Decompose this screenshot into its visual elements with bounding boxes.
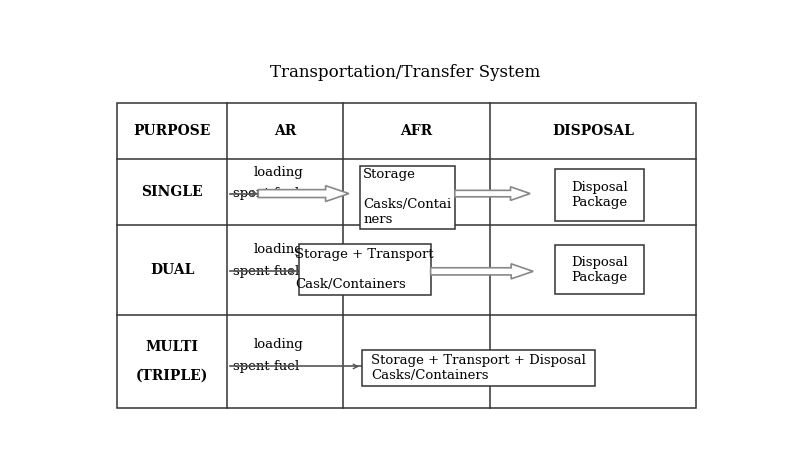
Text: (TRIPLE): (TRIPLE)	[136, 369, 209, 383]
Text: Storage + Transport

Cask/Containers: Storage + Transport Cask/Containers	[295, 248, 434, 291]
Bar	[362, 350, 595, 386]
Text: Disposal
Package: Disposal Package	[570, 255, 627, 283]
Text: AFR: AFR	[401, 124, 433, 138]
Polygon shape	[258, 185, 349, 201]
Text: spent fuel: spent fuel	[233, 360, 299, 373]
Text: Storage

Casks/Contai
ners: Storage Casks/Contai ners	[363, 168, 451, 226]
Polygon shape	[431, 264, 533, 279]
Text: SINGLE: SINGLE	[141, 185, 203, 199]
Text: AR: AR	[274, 124, 296, 138]
Text: Disposal
Package: Disposal Package	[570, 181, 627, 209]
Bar	[360, 166, 455, 228]
Bar	[299, 245, 431, 295]
Text: spent fuel: spent fuel	[233, 265, 299, 278]
Text: loading: loading	[254, 338, 303, 351]
Text: Storage + Transport + Disposal
Casks/Containers: Storage + Transport + Disposal Casks/Con…	[371, 354, 585, 382]
Text: loading: loading	[254, 243, 303, 256]
Text: spent fuel: spent fuel	[233, 187, 299, 200]
Bar	[555, 245, 644, 294]
Text: DUAL: DUAL	[150, 262, 194, 276]
Text: Transportation/Transfer System: Transportation/Transfer System	[269, 63, 540, 81]
Text: PURPOSE: PURPOSE	[134, 124, 211, 138]
Polygon shape	[455, 187, 530, 200]
Text: DISPOSAL: DISPOSAL	[552, 124, 634, 138]
Text: MULTI: MULTI	[145, 340, 198, 354]
Bar	[117, 103, 696, 408]
Bar	[555, 169, 644, 221]
Text: loading: loading	[254, 165, 303, 178]
